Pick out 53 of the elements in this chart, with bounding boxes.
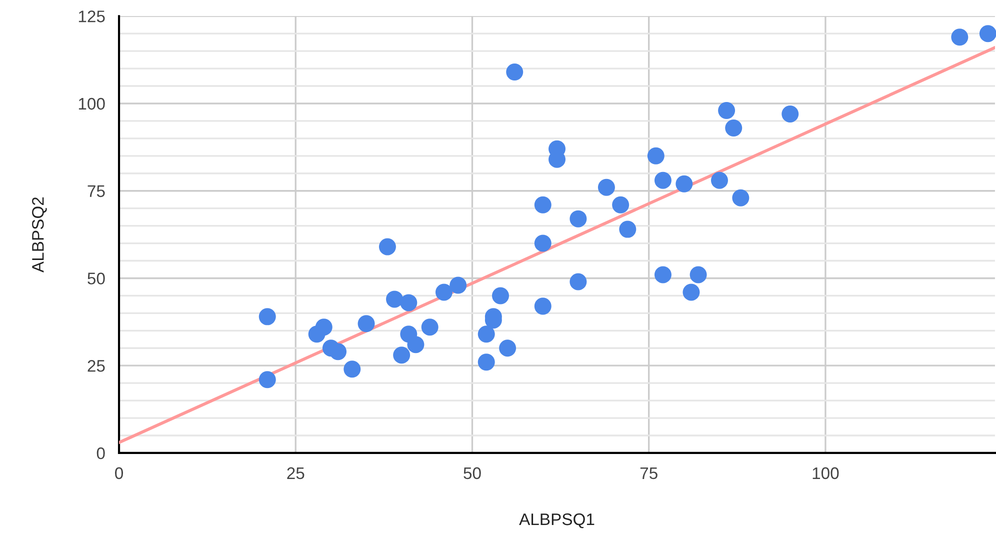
x-tick-label: 100 — [812, 467, 839, 480]
point — [400, 294, 418, 312]
y-tick-label: 75 — [88, 185, 105, 198]
point — [725, 119, 742, 136]
point — [506, 64, 524, 81]
y-tick-label: 100 — [78, 98, 105, 110]
point — [718, 102, 736, 119]
point — [682, 284, 700, 301]
point — [378, 238, 396, 256]
x-axis-title: ALBPSQ1 — [519, 513, 594, 528]
point — [492, 287, 510, 304]
point — [654, 172, 672, 189]
point — [499, 340, 516, 357]
point — [315, 318, 332, 336]
point — [570, 210, 587, 228]
point — [478, 326, 495, 343]
point — [393, 346, 410, 364]
y-tick-label: 0 — [96, 447, 105, 460]
y-tick-label: 25 — [88, 360, 105, 372]
point — [979, 25, 996, 42]
point — [358, 315, 375, 332]
point — [534, 196, 552, 214]
point — [478, 354, 495, 371]
point — [951, 28, 968, 46]
x-tick-label: 50 — [464, 467, 481, 480]
x-tick-label: 0 — [115, 467, 124, 480]
point — [407, 336, 424, 354]
point — [450, 276, 467, 294]
point — [258, 371, 276, 388]
point — [344, 360, 361, 378]
point — [598, 178, 615, 196]
point — [534, 298, 552, 315]
point — [421, 318, 438, 336]
point — [654, 266, 672, 284]
x-tick-label: 25 — [287, 467, 304, 480]
point — [386, 290, 404, 308]
point — [534, 234, 552, 252]
point — [258, 308, 276, 326]
point — [570, 273, 587, 290]
point — [710, 172, 728, 189]
point — [612, 196, 630, 214]
y-axis-title: ALBPSQ2 — [32, 197, 47, 272]
y-tick-label: 125 — [78, 10, 105, 22]
point — [676, 175, 693, 192]
point — [647, 147, 664, 164]
point — [330, 343, 347, 360]
y-tick-label: 50 — [88, 272, 105, 284]
point — [435, 284, 452, 301]
point — [690, 266, 707, 284]
point — [782, 105, 799, 122]
x-tick-label: 75 — [640, 467, 658, 480]
point — [732, 189, 750, 206]
point — [619, 220, 636, 238]
